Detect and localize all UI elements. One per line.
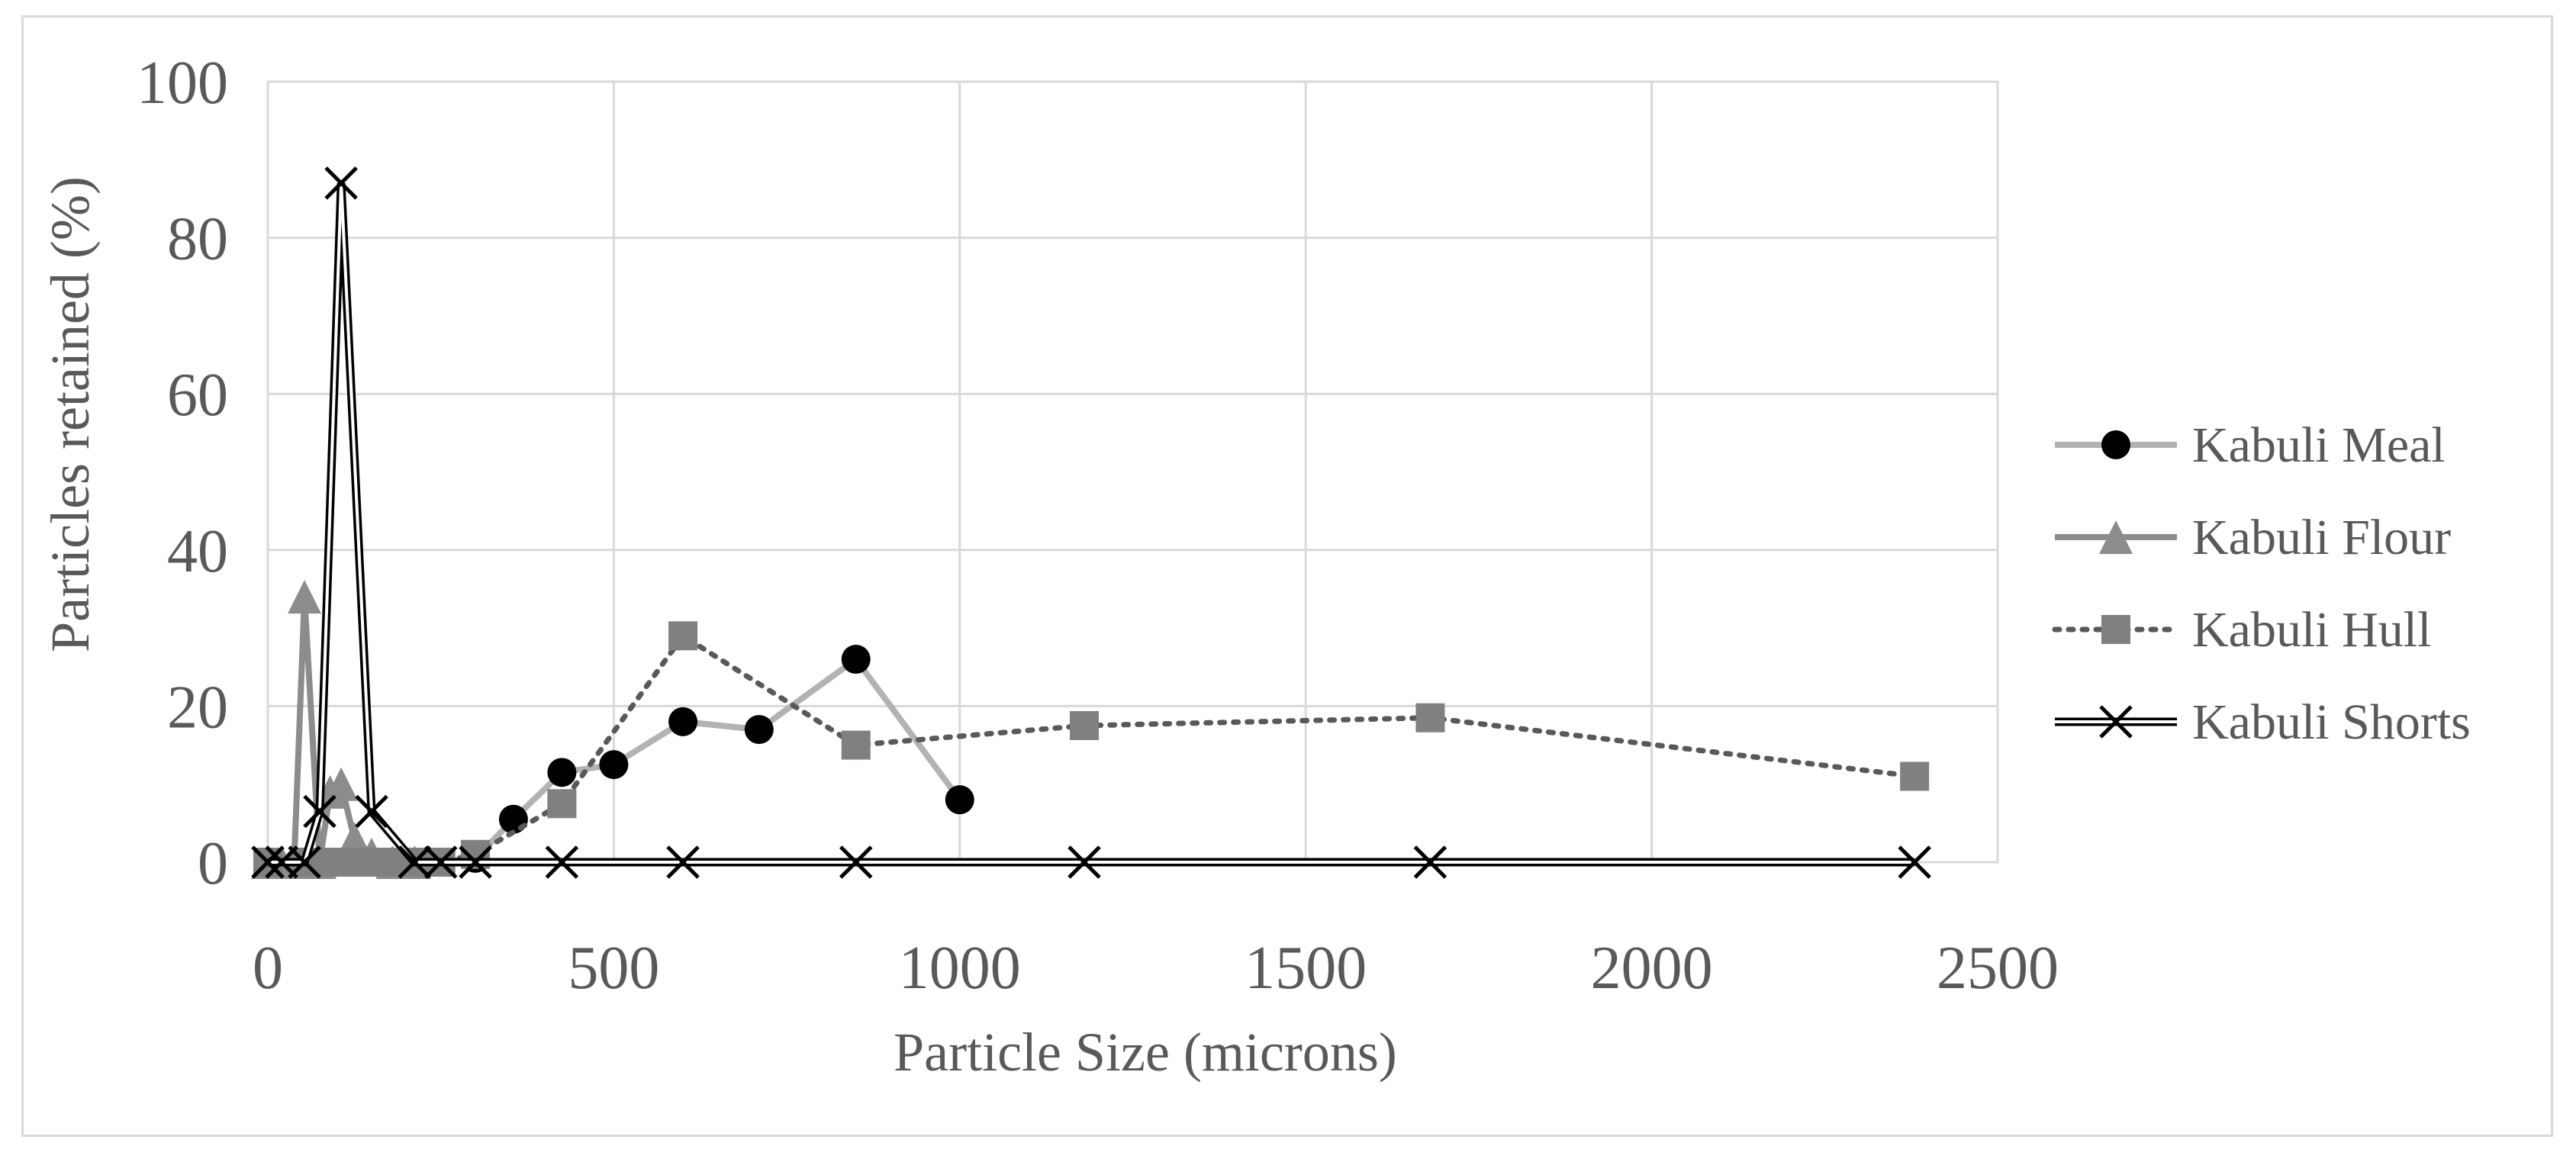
x-axis-title: Particle Size (microns) bbox=[894, 1022, 1397, 1083]
kabuli-shorts-point bbox=[839, 845, 873, 879]
kabuli-shorts-point bbox=[288, 845, 321, 879]
kabuli-hull-point bbox=[1415, 703, 1445, 732]
y-tick-label-40: 40 bbox=[167, 518, 228, 585]
kabuli-shorts-point bbox=[251, 845, 285, 879]
kabuli-meal-point bbox=[841, 645, 871, 674]
kabuli-shorts-point bbox=[459, 845, 492, 879]
legend-label-kabuli-hull: Kabuli Hull bbox=[2192, 602, 2431, 658]
kabuli-flour-line bbox=[268, 594, 415, 865]
kabuli-hull-point bbox=[547, 789, 577, 819]
kabuli-shorts-point bbox=[423, 845, 458, 879]
legend-item-kabuli-hull: Kabuli Hull bbox=[2052, 602, 2431, 658]
kabuli-meal-point bbox=[599, 750, 629, 780]
particle-size-chart: 0 20 40 60 80 100 0 500 1000 1500 2000 2500 Partic… bbox=[40, 50, 2471, 1083]
y-axis-title: Particles retained (%) bbox=[40, 176, 101, 652]
y-tick-label-0: 0 bbox=[198, 830, 228, 897]
kabuli-hull-point bbox=[1900, 761, 1930, 791]
x-tick-label-1500: 1500 bbox=[1245, 935, 1367, 1002]
legend-label-kabuli-shorts: Kabuli Shorts bbox=[2192, 694, 2471, 750]
kabuli-shorts-point bbox=[355, 794, 388, 829]
x-tick-label-2500: 2500 bbox=[1937, 935, 2059, 1002]
legend-item-kabuli-meal: Kabuli Meal bbox=[2055, 417, 2446, 473]
x-tick-label-2000: 2000 bbox=[1591, 935, 1713, 1002]
kabuli-hull-point bbox=[668, 621, 698, 651]
kabuli-hull-point bbox=[1070, 710, 1100, 740]
x-tick-label-1000: 1000 bbox=[899, 935, 1021, 1002]
x-tick-label-0: 0 bbox=[253, 935, 283, 1002]
y-tick-label-100: 100 bbox=[137, 50, 228, 117]
kabuli-hull-point bbox=[841, 730, 871, 760]
kabuli-shorts-line bbox=[268, 182, 1915, 867]
kabuli-shorts-point bbox=[1067, 845, 1101, 879]
kabuli-flour-point bbox=[288, 580, 322, 614]
legend-swatch-marker-kabuli-shorts bbox=[2099, 705, 2133, 739]
kabuli-shorts-point bbox=[1898, 845, 1931, 879]
series-kabuli-shorts bbox=[251, 166, 1931, 879]
kabuli-shorts-point bbox=[666, 845, 700, 879]
kabuli-shorts-point bbox=[324, 166, 358, 200]
legend-label-kabuli-flour: Kabuli Flour bbox=[2192, 510, 2451, 565]
legend-swatch-marker-kabuli-meal bbox=[2101, 430, 2130, 459]
chart-frame: 0 20 40 60 80 100 0 500 1000 1500 2000 2500 Partic… bbox=[21, 15, 2553, 1137]
kabuli-meal-point bbox=[498, 804, 528, 834]
kabuli-flour-point bbox=[324, 767, 359, 801]
series-kabuli-hull bbox=[253, 621, 1930, 877]
kabuli-shorts-point bbox=[1413, 845, 1447, 879]
kabuli-shorts-line-inner bbox=[268, 182, 1915, 864]
legend-item-kabuli-shorts: Kabuli Shorts bbox=[2055, 694, 2471, 750]
legend-swatch-marker-kabuli-hull bbox=[2101, 615, 2130, 644]
legend-label-kabuli-meal: Kabuli Meal bbox=[2192, 417, 2446, 473]
kabuli-shorts-point bbox=[545, 845, 579, 879]
plot-area-border bbox=[266, 80, 1999, 864]
y-tick-label-20: 20 bbox=[167, 674, 228, 741]
kabuli-shorts-point bbox=[303, 794, 336, 829]
kabuli-flour-point bbox=[337, 822, 372, 856]
x-tick-label-500: 500 bbox=[568, 935, 659, 1002]
kabuli-meal-point bbox=[547, 758, 577, 787]
y-tick-label-60: 60 bbox=[167, 362, 228, 429]
legend-swatch-marker-kabuli-flour bbox=[2099, 520, 2133, 554]
series-kabuli-flour bbox=[251, 580, 432, 879]
kabuli-meal-point bbox=[744, 715, 774, 745]
y-axis-ticks: 0 20 40 60 80 100 bbox=[137, 50, 228, 897]
kabuli-meal-point bbox=[945, 785, 974, 815]
kabuli-shorts-point bbox=[398, 845, 432, 879]
y-tick-label-80: 80 bbox=[167, 206, 228, 273]
data-series bbox=[251, 166, 1931, 879]
legend-item-kabuli-flour: Kabuli Flour bbox=[2055, 510, 2451, 565]
kabuli-meal-point bbox=[668, 707, 698, 736]
x-axis-ticks: 0 500 1000 1500 2000 2500 bbox=[253, 935, 2059, 1002]
legend: Kabuli Meal Kabuli Flour Kabuli Hull Kabuli… bbox=[2052, 417, 2471, 750]
grid-lines bbox=[266, 80, 1999, 864]
